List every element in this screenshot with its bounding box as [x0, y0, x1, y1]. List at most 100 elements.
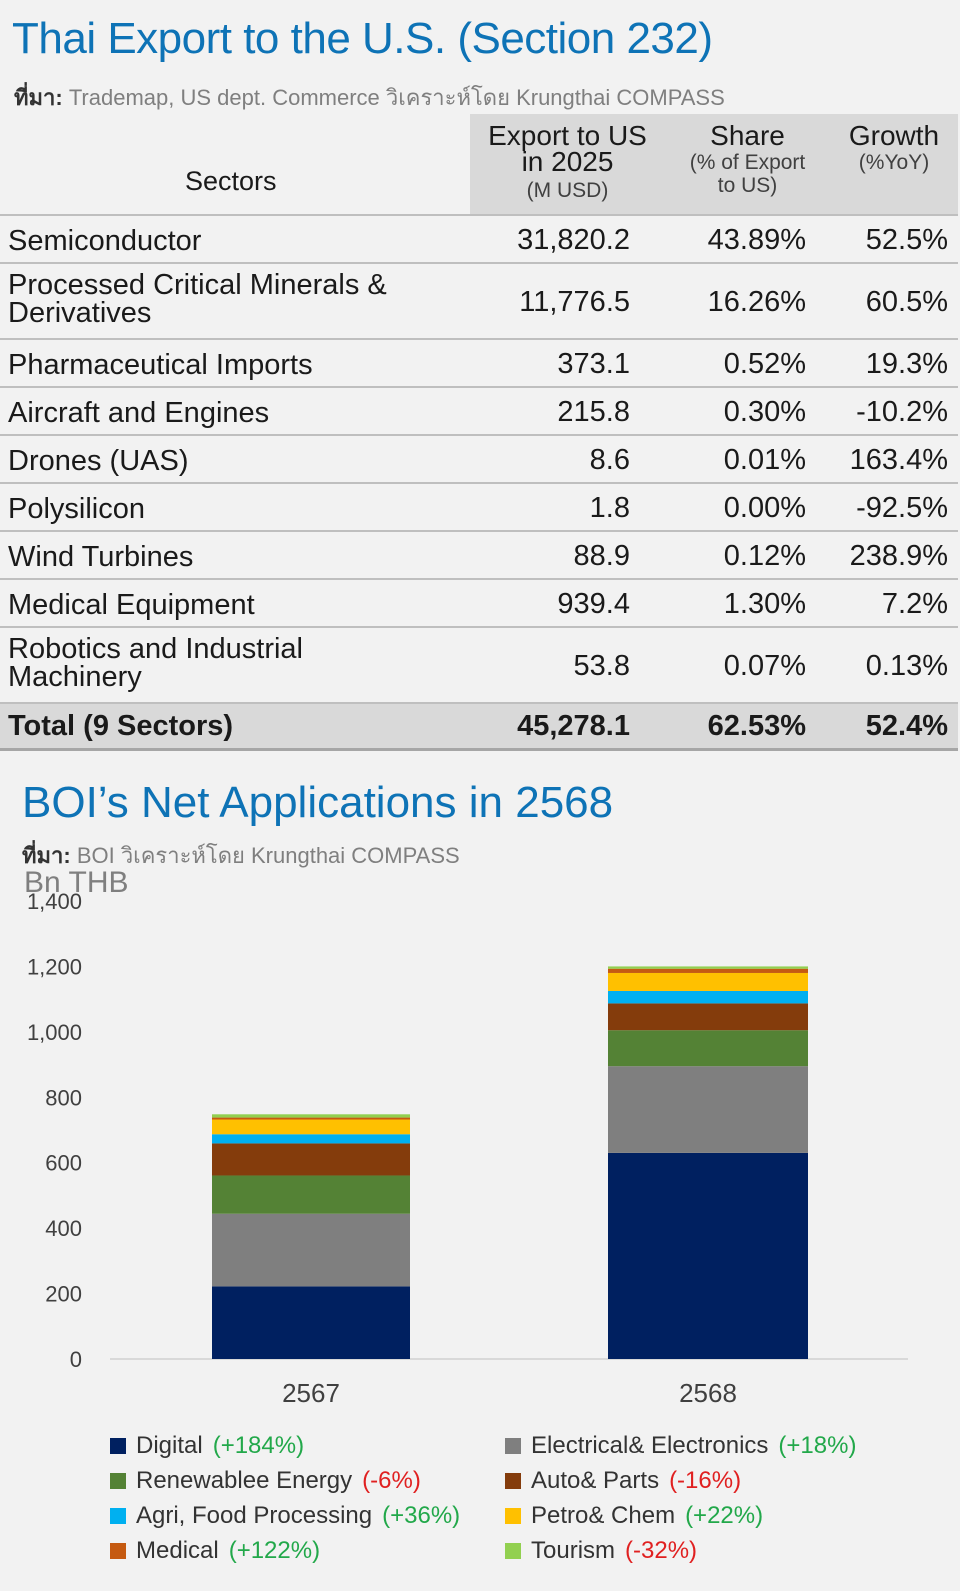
- row-export-value: 939.4: [557, 588, 630, 620]
- legend-label: Medical: [136, 1537, 219, 1564]
- legend-change: (+18%): [778, 1432, 857, 1459]
- table-row: Robotics and Industrial Machinery 53.8 0.0…: [0, 628, 958, 704]
- bar-segment-agri-food-processing-2568: [608, 990, 808, 1004]
- table-total-row: Total (9 Sectors) 45,278.1 62.53% 52.4%: [0, 704, 958, 751]
- row-export-value: 1.8: [589, 492, 630, 524]
- row-sector-name: Medical Equipment: [8, 589, 255, 621]
- header-sectors: Sectors: [185, 166, 277, 196]
- table-row: Drones (UAS) 8.6 0.01% 163.4%: [0, 436, 958, 484]
- legend-change: (+122%): [228, 1537, 321, 1564]
- header-export: Export to US in 2025 (M USD): [488, 120, 647, 202]
- bar-segment-renewablee-energy-2568: [608, 1030, 808, 1067]
- row-export-value: 11,776.5: [519, 286, 630, 318]
- bar-segment-auto-parts-2568: [608, 1003, 808, 1031]
- row-share-value: 16.26%: [707, 286, 806, 318]
- row-growth-value: -92.5%: [856, 492, 948, 524]
- row-growth-value: 52.5%: [865, 224, 948, 256]
- row-export-value: 373.1: [557, 348, 630, 380]
- legend-label: Renewablee Energy: [136, 1467, 353, 1494]
- row-export-value: 215.8: [557, 396, 630, 428]
- table-header: Sectors Export to US in 2025 (M USD) Sha…: [0, 114, 958, 216]
- legend-item: Tourism (-32%): [505, 1537, 697, 1565]
- bar-segment-medical-2568: [608, 968, 808, 973]
- y-tick-label: 1,400: [27, 889, 82, 914]
- y-tick-label: 0: [70, 1347, 82, 1372]
- legend-swatch: [505, 1438, 521, 1454]
- y-tick-label: 600: [45, 1151, 82, 1176]
- legend-label: Agri, Food Processing: [136, 1502, 373, 1529]
- legend-swatch: [110, 1508, 126, 1524]
- legend-item: Electrical& Electronics (+18%): [505, 1432, 856, 1460]
- legend-swatch: [505, 1473, 521, 1489]
- legend-label: Digital: [136, 1432, 203, 1459]
- legend-change: (+36%): [382, 1502, 461, 1529]
- row-growth-value: 163.4%: [849, 444, 948, 476]
- table-row: Processed Critical Minerals & Derivative…: [0, 264, 958, 340]
- bar-segment-tourism-2567: [212, 1114, 410, 1118]
- row-export-value: 53.8: [573, 650, 630, 682]
- y-tick-label: 1,000: [27, 1020, 82, 1045]
- legend-swatch: [110, 1473, 126, 1489]
- legend-label: Auto& Parts: [531, 1467, 660, 1494]
- legend-item: Auto& Parts (-16%): [505, 1467, 741, 1495]
- legend-swatch: [110, 1543, 126, 1559]
- bar-segment-renewablee-energy-2567: [212, 1175, 410, 1214]
- legend-change: (+22%): [685, 1502, 764, 1529]
- bar-segment-electrical-electronics-2567: [212, 1213, 410, 1287]
- legend-item: Agri, Food Processing (+36%): [110, 1502, 460, 1530]
- bar-segment-auto-parts-2567: [212, 1143, 410, 1176]
- row-growth-value: 60.5%: [865, 286, 948, 318]
- table-row: Semiconductor 31,820.2 43.89% 52.5%: [0, 216, 958, 264]
- legend-item: Renewablee Energy (-6%): [110, 1467, 421, 1495]
- row-growth-value: -10.2%: [856, 396, 948, 428]
- total-share-value: 62.53%: [707, 710, 806, 742]
- legend-item: Petro& Chem (+22%): [505, 1502, 763, 1530]
- bar-segment-electrical-electronics-2568: [608, 1066, 808, 1153]
- row-export-value: 31,820.2: [517, 224, 630, 256]
- row-sector-name: Polysilicon: [8, 493, 145, 525]
- row-growth-value: 7.2%: [881, 588, 948, 620]
- row-growth-value: 0.13%: [865, 650, 948, 682]
- table-title: Thai Export to the U.S. (Section 232): [12, 14, 713, 63]
- row-share-value: 43.89%: [707, 224, 806, 256]
- row-growth-value: 238.9%: [849, 540, 948, 572]
- bar-segment-digital-2567: [212, 1286, 410, 1359]
- legend-change: (-6%): [362, 1467, 421, 1494]
- total-growth-value: 52.4%: [865, 710, 948, 742]
- row-share-value: 0.01%: [723, 444, 806, 476]
- row-share-value: 0.07%: [723, 650, 806, 682]
- table-row: Aircraft and Engines 215.8 0.30% -10.2%: [0, 388, 958, 436]
- y-tick-label: 200: [45, 1282, 82, 1307]
- legend-label: Electrical& Electronics: [531, 1432, 769, 1459]
- header-share: Share (% of Export to US): [689, 120, 806, 197]
- legend-swatch: [110, 1438, 126, 1454]
- x-category-label: 2567: [282, 1378, 340, 1408]
- row-export-value: 8.6: [589, 444, 630, 476]
- bar-segment-medical-2567: [212, 1117, 410, 1120]
- chart-title: BOI’s Net Applications in 2568: [22, 778, 614, 827]
- legend-change: (+184%): [212, 1432, 305, 1459]
- table-row: Wind Turbines 88.9 0.12% 238.9%: [0, 532, 958, 580]
- legend-item: Medical (+122%): [110, 1537, 320, 1565]
- row-sector-name: Semiconductor: [8, 225, 202, 257]
- bar-segment-petro-chem-2568: [608, 972, 808, 991]
- stacked-bar-chart: 0 200 400 600 800 1,000 1,200 1,400 2567 2568: [27, 889, 908, 1408]
- row-share-value: 0.12%: [723, 540, 806, 572]
- legend-swatch: [505, 1543, 521, 1559]
- table-row: Polysilicon 1.8 0.00% -92.5%: [0, 484, 958, 532]
- chart-source: ที่มา: BOI วิเคราะห์โดย Krungthai COMPAS…: [22, 843, 460, 868]
- x-category-label: 2568: [679, 1378, 737, 1408]
- row-growth-value: 19.3%: [865, 348, 948, 380]
- row-share-value: 0.52%: [723, 348, 806, 380]
- chart-unit-label: Bn THB: [24, 866, 129, 899]
- y-tick-label: 1,200: [27, 954, 82, 979]
- row-sector-name: Processed Critical Minerals & Derivative…: [8, 269, 387, 329]
- y-tick-label: 400: [45, 1216, 82, 1241]
- row-sector-name: Aircraft and Engines: [8, 397, 270, 429]
- row-sector-name: Pharmaceutical Imports: [8, 349, 313, 381]
- row-sector-name: Robotics and Industrial Machinery: [8, 633, 303, 693]
- bar-segment-petro-chem-2567: [212, 1119, 410, 1135]
- export-table: Sectors Export to US in 2025 (M USD) Sha…: [0, 114, 958, 751]
- total-label: Total (9 Sectors): [8, 710, 234, 742]
- row-export-value: 88.9: [573, 540, 630, 572]
